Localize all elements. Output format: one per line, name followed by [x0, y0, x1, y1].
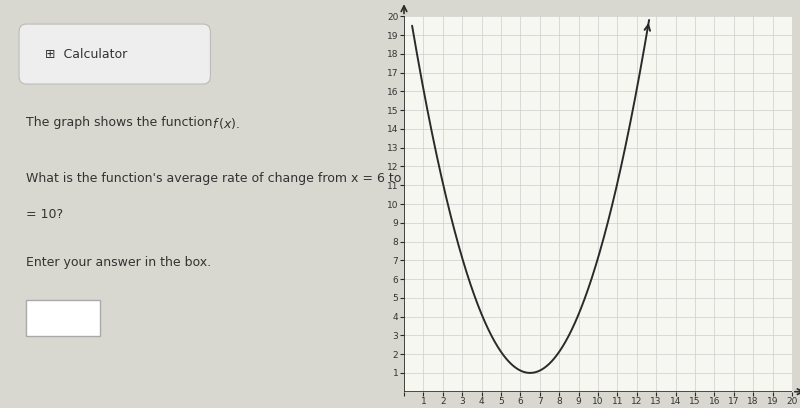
- Text: = 10?: = 10?: [26, 208, 63, 221]
- FancyBboxPatch shape: [19, 24, 210, 84]
- Text: The graph shows the function: The graph shows the function: [26, 116, 217, 129]
- Text: What is the function's average rate of change from x = 6 to x: What is the function's average rate of c…: [26, 172, 413, 185]
- Text: ⊞  Calculator: ⊞ Calculator: [45, 48, 127, 60]
- FancyBboxPatch shape: [26, 300, 100, 336]
- Text: $\mathit{f}\,(\mathit{x})$.: $\mathit{f}\,(\mathit{x})$.: [212, 116, 241, 131]
- Text: Enter your answer in the box.: Enter your answer in the box.: [26, 256, 211, 269]
